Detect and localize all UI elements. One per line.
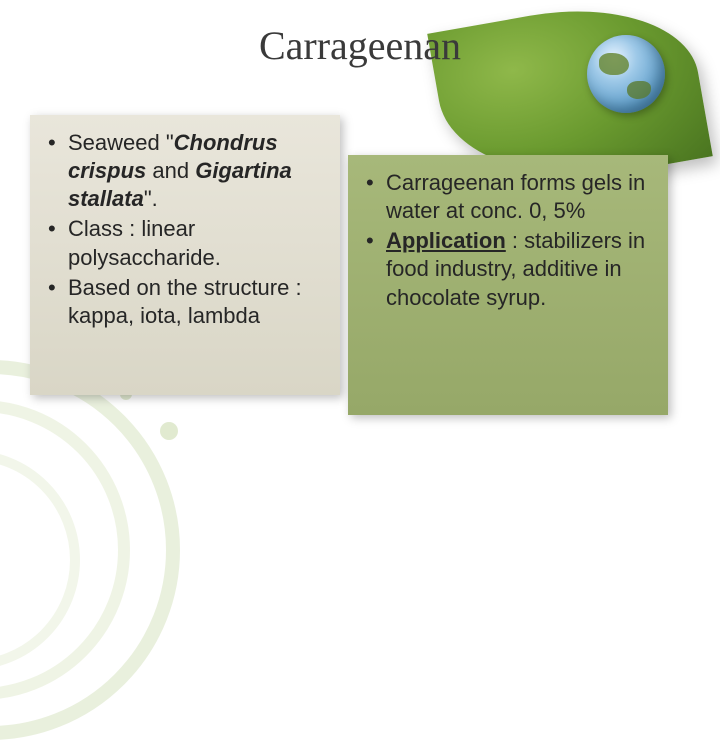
list-item: Based on the structure : kappa, iota, la… (38, 274, 330, 330)
text: Seaweed " (68, 130, 174, 155)
right-bullet-list: Carrageenan forms gels in water at conc.… (356, 169, 658, 312)
left-bullet-list: Seaweed "Chondrus crispus and Gigartina … (38, 129, 330, 330)
list-item: Seaweed "Chondrus crispus and Gigartina … (38, 129, 330, 213)
slide-title: Carrageenan (0, 22, 720, 69)
left-panel: Seaweed "Chondrus crispus and Gigartina … (30, 115, 340, 395)
text: ". (144, 186, 158, 211)
text: and (146, 158, 195, 183)
right-panel: Carrageenan forms gels in water at conc.… (348, 155, 668, 415)
list-item: Carrageenan forms gels in water at conc.… (356, 169, 658, 225)
list-item: Class : linear polysaccharide. (38, 215, 330, 271)
list-item: Application : stabilizers in food indust… (356, 227, 658, 311)
application-label: Application (386, 228, 506, 253)
